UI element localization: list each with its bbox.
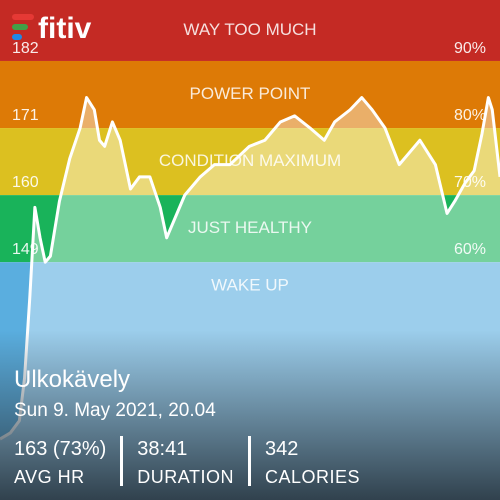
workout-date: Sun 9. May 2021, 20.04 bbox=[14, 400, 216, 421]
workout-title: Ulkokävely bbox=[14, 366, 131, 393]
stat-value: 342 bbox=[264, 438, 299, 460]
stat-value: 38:41 bbox=[137, 438, 188, 460]
zone-label: POWER POINT bbox=[190, 84, 311, 103]
zone-label: CONDITION MAXIMUM bbox=[159, 151, 341, 170]
zone-band bbox=[0, 195, 500, 263]
workout-info: Ulkokävely Sun 9. May 2021, 20.04 bbox=[14, 366, 216, 422]
y-tick-label: 171 bbox=[12, 107, 39, 124]
line bbox=[0, 96, 500, 441]
zone-label: WAKE UP bbox=[211, 276, 289, 295]
zone-band bbox=[0, 0, 500, 61]
y2-tick-label: 80% bbox=[454, 107, 486, 124]
stat-value: 163 (73%) bbox=[14, 438, 107, 460]
y-tick-label: 182 bbox=[12, 40, 39, 57]
zone-band bbox=[0, 128, 500, 196]
y-tick-label: 160 bbox=[12, 174, 39, 191]
y-tick-label: 149 bbox=[12, 241, 39, 258]
y2-tick-label: 90% bbox=[454, 40, 486, 57]
y2-tick-label: 60% bbox=[454, 241, 486, 258]
stat: 38:41 DURATION bbox=[120, 436, 248, 487]
zone-label: WAY TOO MUCH bbox=[183, 20, 316, 39]
stats: 163 (73%) AVG HR 38:41 DURATION 342 CALORIES bbox=[14, 436, 374, 487]
stat-label: DURATION bbox=[137, 467, 234, 487]
logo-text: fitiv bbox=[38, 12, 92, 45]
zone-label: JUST HEALTHY bbox=[188, 218, 312, 237]
stat-label: CALORIES bbox=[264, 467, 360, 487]
stat: 342 CALORIES bbox=[247, 436, 374, 487]
logo: fitiv bbox=[12, 12, 92, 45]
stat: 163 (73%) AVG HR bbox=[14, 436, 120, 487]
y2-tick-label: 70% bbox=[454, 174, 486, 191]
stat-label: AVG HR bbox=[14, 467, 85, 487]
